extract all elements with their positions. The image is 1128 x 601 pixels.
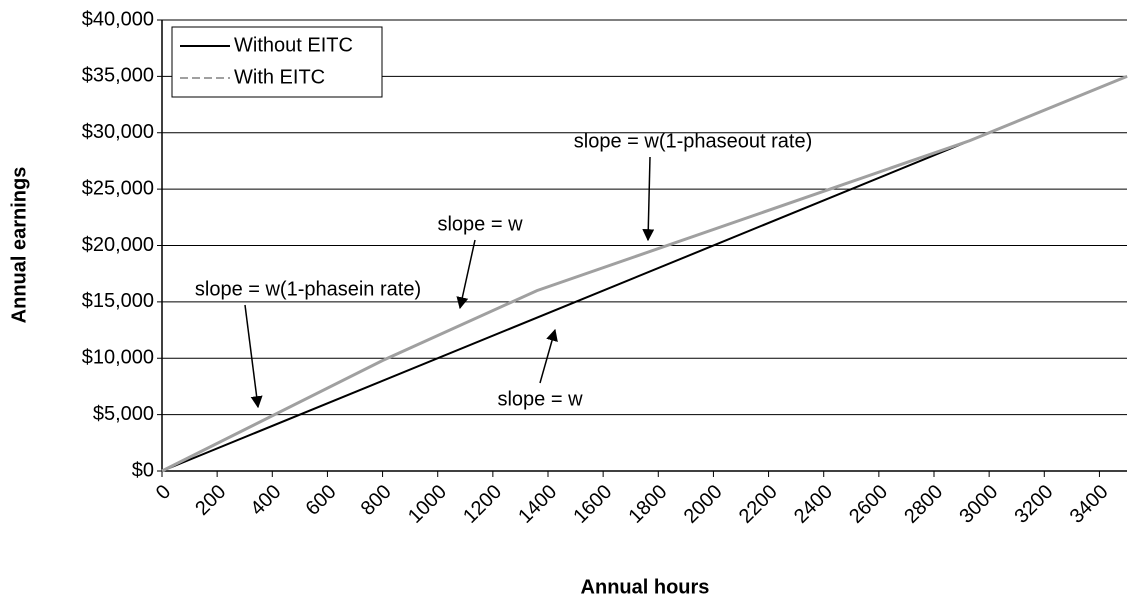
x-tick-label: 1200 bbox=[459, 481, 506, 528]
legend-label: With EITC bbox=[234, 66, 325, 88]
x-tick-label: 3400 bbox=[1066, 481, 1113, 528]
x-tick-label: 1600 bbox=[569, 481, 616, 528]
x-tick-label: 2400 bbox=[790, 481, 837, 528]
y-tick-label: $20,000 bbox=[82, 234, 154, 256]
x-tick-label: 1400 bbox=[514, 481, 561, 528]
x-tick-label: 1800 bbox=[625, 481, 672, 528]
annotation: slope = w(1-phasein rate) bbox=[195, 278, 421, 300]
series-line bbox=[161, 74, 1128, 473]
y-tick-label: $35,000 bbox=[82, 65, 154, 87]
x-tick-label: 2800 bbox=[900, 481, 947, 528]
x-tick-label: 2600 bbox=[845, 481, 892, 528]
x-tick-label: 1000 bbox=[404, 481, 451, 528]
y-tick-label: $10,000 bbox=[82, 347, 154, 369]
y-tick-label: $0 bbox=[132, 459, 154, 481]
x-tick-label: 3000 bbox=[955, 481, 1002, 528]
x-tick-label: 600 bbox=[302, 481, 341, 520]
x-tick-label: 2000 bbox=[680, 481, 727, 528]
y-axis-title: Annual earnings bbox=[8, 167, 30, 324]
x-tick-label: 800 bbox=[357, 481, 396, 520]
x-axis-title: Annual hours bbox=[581, 576, 710, 598]
legend-box bbox=[171, 26, 383, 98]
y-tick-label: $30,000 bbox=[82, 121, 154, 143]
annotation: slope = w(1-phaseout rate) bbox=[574, 130, 812, 152]
legend-label: Without EITC bbox=[234, 34, 353, 56]
y-tick-label: $25,000 bbox=[82, 177, 154, 199]
y-tick-label: $40,000 bbox=[82, 8, 154, 30]
annotation: slope = w bbox=[437, 213, 523, 235]
x-tick-label: 3200 bbox=[1011, 481, 1058, 528]
x-tick-label: 200 bbox=[191, 481, 230, 520]
x-tick-label: 2200 bbox=[735, 481, 782, 528]
arrows bbox=[244, 156, 655, 409]
x-tick-label: 400 bbox=[246, 481, 285, 520]
x-tick-label: 0 bbox=[152, 481, 175, 504]
y-tick-label: $5,000 bbox=[93, 403, 154, 425]
y-tick-label: $15,000 bbox=[82, 290, 154, 312]
annotation: slope = w bbox=[497, 388, 583, 410]
